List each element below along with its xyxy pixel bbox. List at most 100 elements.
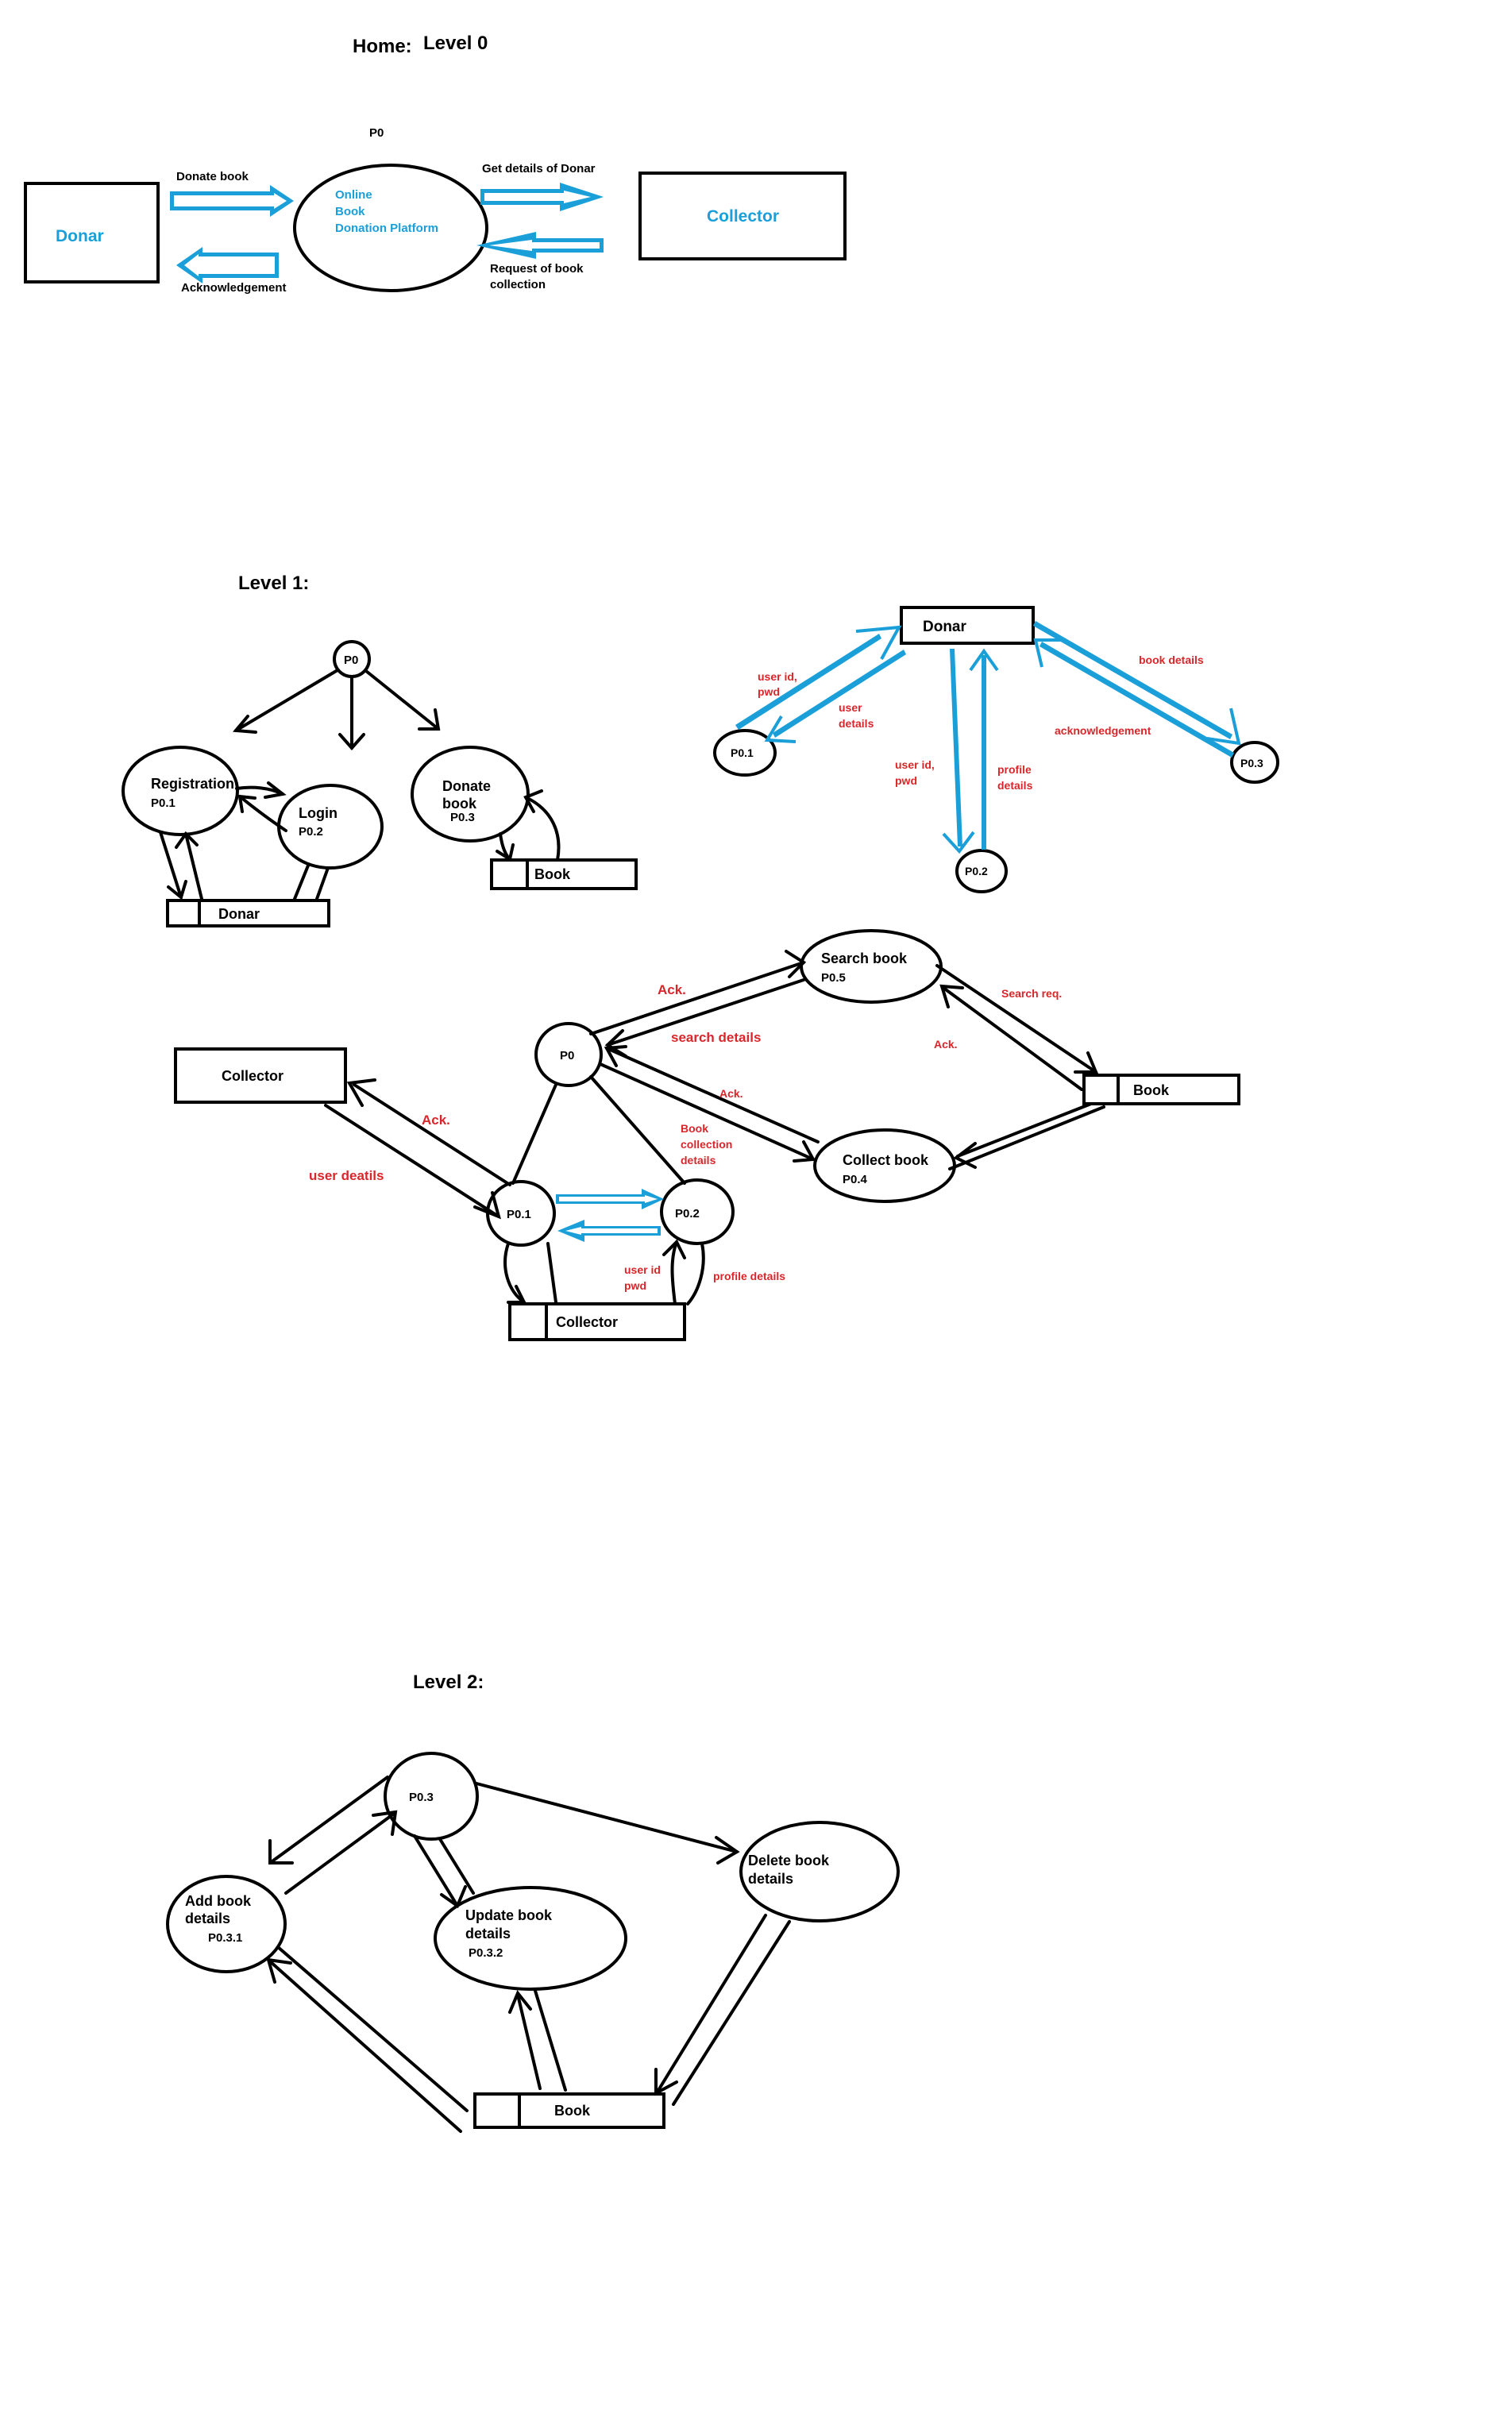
l1-arrowhead-donate-book <box>496 843 515 862</box>
l2-arrowhead-add-p03 <box>372 1810 398 1836</box>
l1-book-store <box>490 858 638 890</box>
l0-process-label: P0 <box>369 126 384 140</box>
l1c-line-p0-p02 <box>589 1075 686 1185</box>
l1c-flow-ack-search: Ack. <box>658 982 686 997</box>
l1-p03-small <box>1230 741 1279 784</box>
l1c-arrow-p01-p02 <box>556 1189 664 1209</box>
l2-update-node <box>434 1886 627 1991</box>
l1-flow-userid-left-2: pwd <box>758 685 780 698</box>
l0-process-name-3: Donation Platform <box>335 222 438 235</box>
l1-donar-entity <box>900 606 1035 645</box>
l0-flow-donate: Donate book <box>176 170 249 183</box>
l1-arrow-p01-donar <box>735 625 902 730</box>
l1-arrow-login-store <box>315 866 330 900</box>
l2-arrowhead-p03-delete <box>715 1836 740 1864</box>
l1-arrow-donar-p03 <box>1033 621 1241 746</box>
l1-donar-store <box>166 899 330 927</box>
l0-flow-request-2: collection <box>490 278 546 291</box>
l1c-collect-id: P0.4 <box>843 1173 868 1186</box>
l1-flow-user-details-2: details <box>839 717 874 730</box>
l0-arrow-get-details <box>480 183 604 211</box>
l2-p03-label: P0.3 <box>409 1791 434 1804</box>
l1c-flow-userid-1: user id <box>624 1263 661 1276</box>
l1c-arrow-book-collect <box>956 1102 1093 1158</box>
l1-registration-name: Registration <box>151 776 234 792</box>
l1c-arrowhead-p01-collector <box>346 1078 376 1107</box>
l1-flow-user-details-1: user <box>839 701 862 714</box>
l1c-search-name: Search book <box>821 951 908 966</box>
l1-donate-name-2: book <box>442 796 477 812</box>
l2-update-id: P0.3.2 <box>469 1946 503 1960</box>
l2-add-node <box>166 1875 287 1973</box>
l2-arrowhead-delete-store <box>654 2068 678 2096</box>
l0-process-name-1: Online <box>335 188 372 202</box>
l2-arrow-update-store <box>534 1989 567 2092</box>
l1-p02-small-label: P0.2 <box>965 865 988 877</box>
l0-process-name-2: Book <box>335 205 365 218</box>
l1c-flow-book-collection-1: Book <box>681 1122 708 1135</box>
l1c-arrowhead-p0-collect <box>793 1140 816 1163</box>
l0-arrow-donate <box>170 185 294 217</box>
l1c-line-p0-p01 <box>511 1083 557 1185</box>
l0-arrow-ack <box>176 247 279 283</box>
l1c-flow-ack-book: Ack. <box>934 1038 958 1051</box>
l1-registration-id: P0.1 <box>151 796 176 810</box>
l1c-p01-label: P0.1 <box>507 1208 531 1221</box>
l1c-flow-book-collection-2: collection <box>681 1138 732 1151</box>
home-heading: Home: <box>353 36 412 57</box>
l2-arrowhead-store-add <box>266 1957 292 1984</box>
l1-flow-book-details: book details <box>1139 654 1204 666</box>
l1-arrow-donar-p02 <box>942 649 975 854</box>
l1c-arrow-p02-store <box>686 1242 705 1305</box>
l2-arrowhead-store-update <box>508 1990 532 2014</box>
l1-arrowhead-login <box>338 733 365 751</box>
l1c-book-store <box>1082 1074 1240 1105</box>
l1c-arrowhead-collector-p01 <box>473 1191 501 1220</box>
l1c-search-node <box>800 929 943 1004</box>
l1-arrow-reg-store <box>159 831 183 899</box>
l2-delete-node <box>739 1821 900 1922</box>
l1c-p02-node <box>660 1178 735 1245</box>
l2-add-name-2: details <box>185 1911 230 1926</box>
l0-process-circle <box>293 164 488 292</box>
l1-donar-entity-label: Donar <box>923 619 967 635</box>
l1c-collector-store-label: Collector <box>556 1314 618 1330</box>
l2-p03-node <box>384 1752 479 1841</box>
l2-arrow-p03-add <box>268 1776 389 1864</box>
l1-arrow-p0-reg <box>234 669 339 732</box>
level0-heading: Level 0 <box>423 33 488 54</box>
l1-arrow-store-login <box>293 864 310 900</box>
l1-arrow-p0-donate <box>364 669 440 731</box>
l1-arrowhead-store-reg <box>175 831 199 849</box>
l1c-arrowhead-store-p02 <box>662 1239 686 1259</box>
l1-arrowhead-book-donate <box>523 789 543 813</box>
l1-arrow-book-donate <box>524 796 561 862</box>
l1c-arrow-book-search <box>942 986 1083 1091</box>
l1c-arrow-search-book <box>935 964 1097 1074</box>
l1-arrow-donar-p01 <box>764 650 906 743</box>
l1-collector-entity <box>174 1047 347 1104</box>
l1-donate-node <box>411 746 530 843</box>
l1c-search-id: P0.5 <box>821 971 846 985</box>
l0-flow-request-1: Request of book <box>490 262 584 276</box>
l2-arrow-p03-delete <box>475 1782 739 1853</box>
l1c-arrow-collect-book <box>948 1105 1105 1170</box>
l2-arrowhead-p03-add <box>268 1839 294 1864</box>
l1c-flow-ack-collector: Ack. <box>422 1113 450 1128</box>
l1-flow-profile-1: profile <box>997 763 1032 776</box>
l0-flow-get-details: Get details of Donar <box>482 162 596 175</box>
l1c-arrow-search-p0 <box>606 978 805 1047</box>
l1-arrowhead-login-reg <box>237 794 256 813</box>
l1-collector-entity-label: Collector <box>222 1068 284 1084</box>
l0-collector-label: Collector <box>707 207 779 226</box>
l2-add-name-1: Add book <box>185 1893 252 1909</box>
l2-update-name-1: Update book <box>465 1907 553 1923</box>
l1c-collector-store <box>508 1302 686 1341</box>
l1c-flow-book-collection-3: details <box>681 1154 716 1167</box>
l2-arrow-add-store <box>276 1945 469 2112</box>
l2-book-store-label: Book <box>554 2103 591 2119</box>
l1c-flow-profile-details: profile details <box>713 1270 785 1282</box>
l1c-p02-label: P0.2 <box>675 1207 700 1220</box>
level2-heading: Level 2: <box>413 1672 484 1693</box>
